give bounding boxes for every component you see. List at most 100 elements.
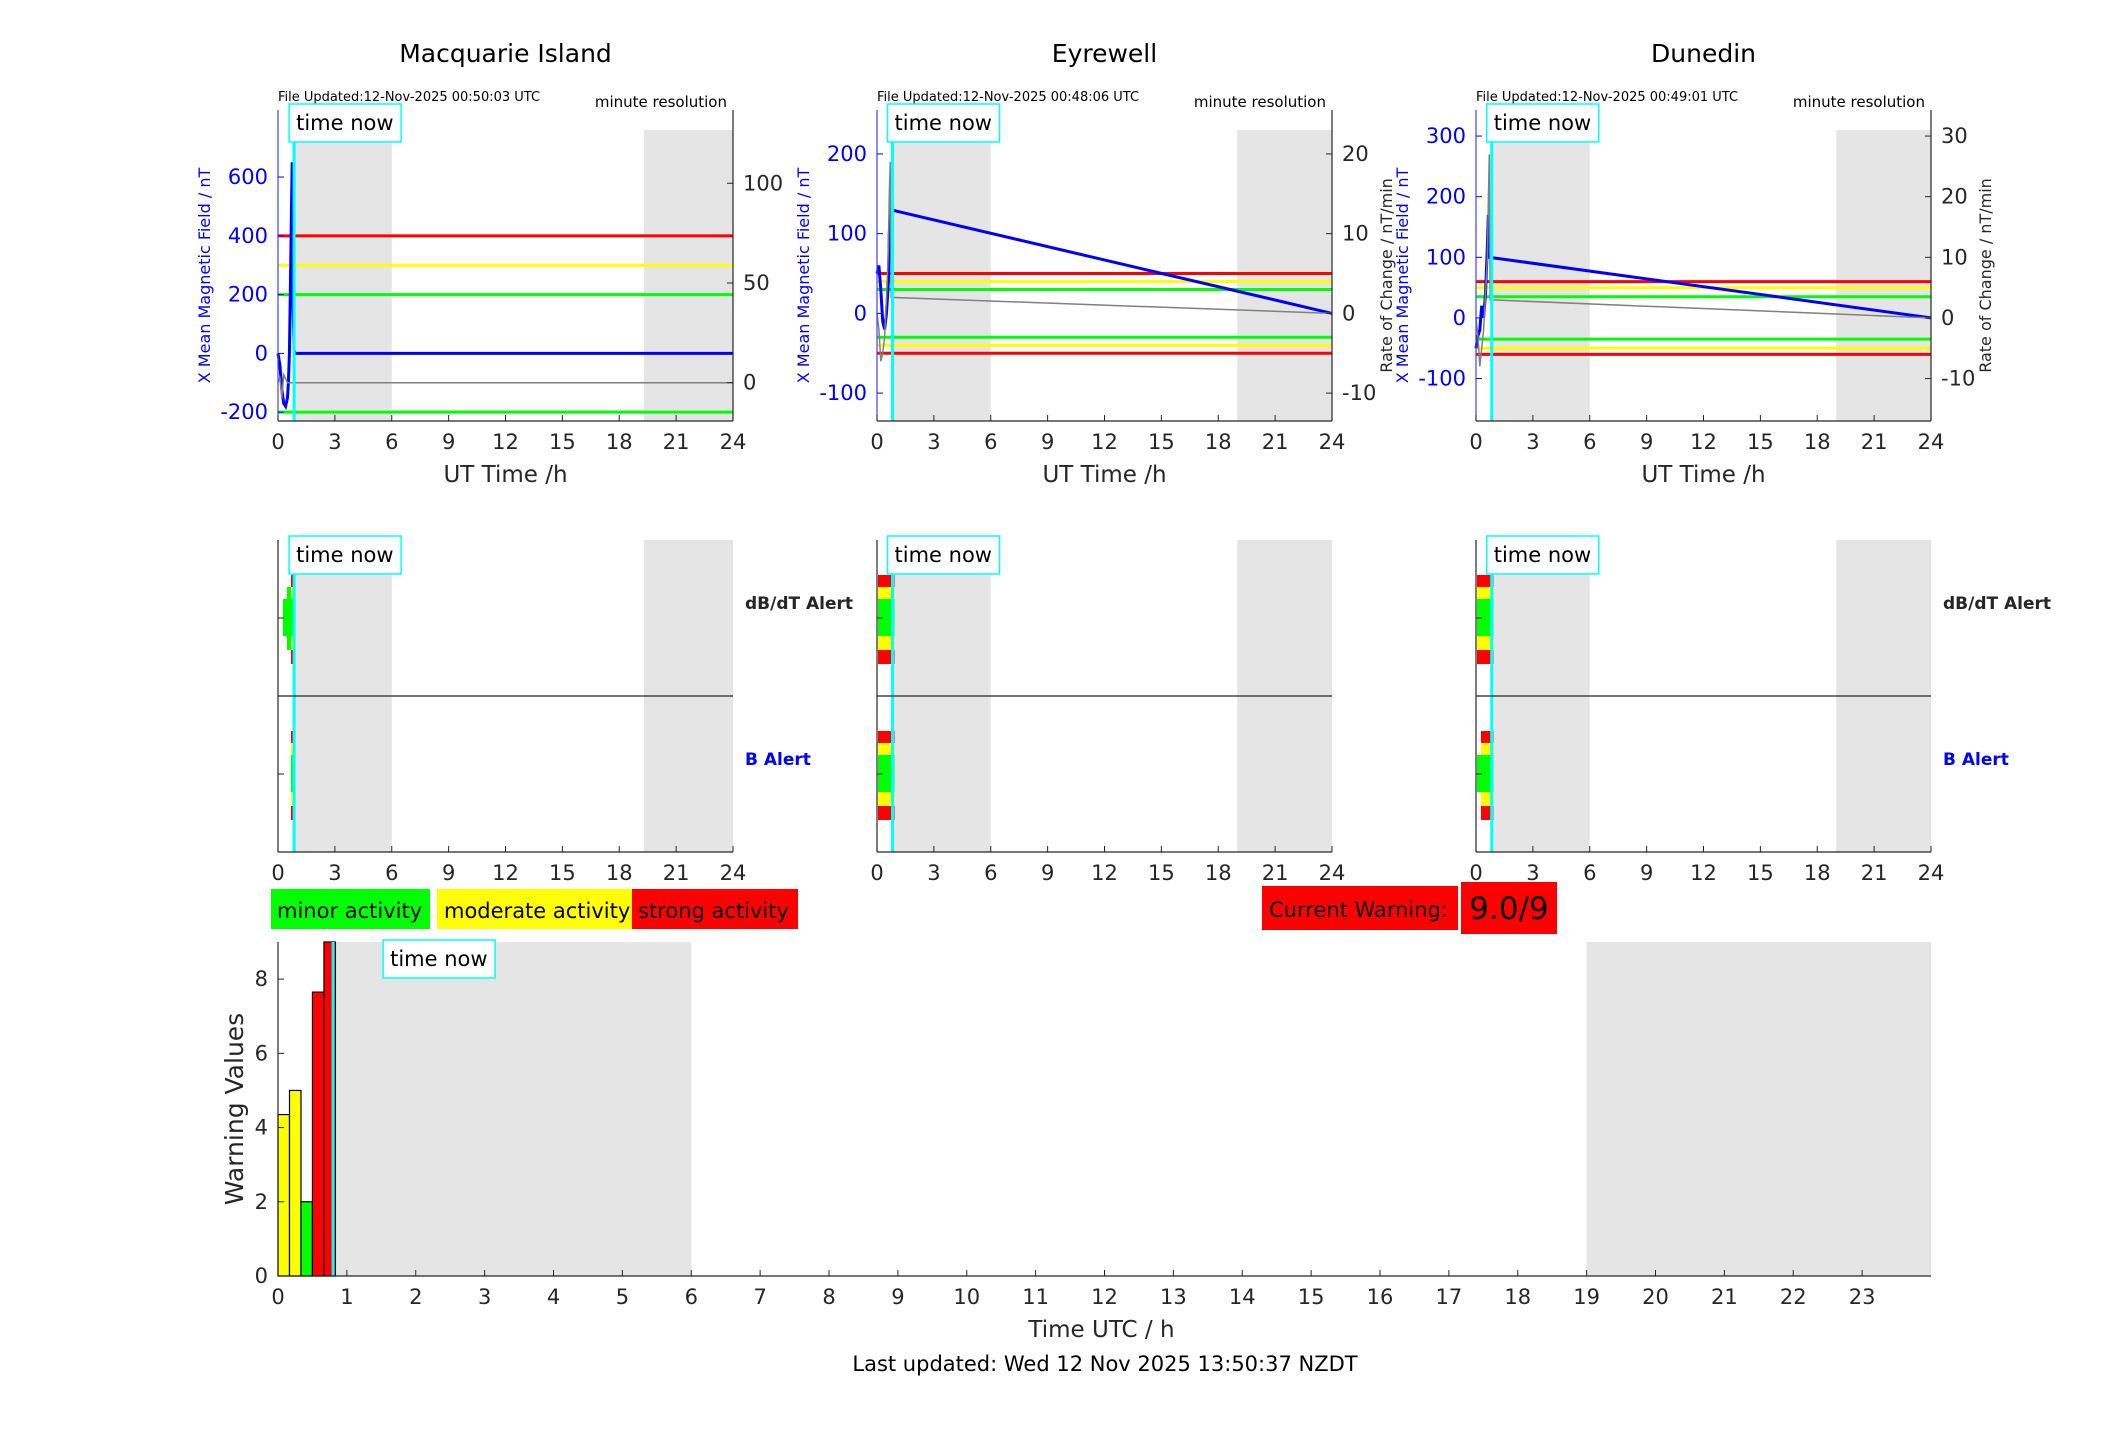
alert-cell [886,792,891,806]
warning-bar [288,1089,302,1277]
current-warning-value: 9.0/9 [1469,891,1548,927]
alert-cell [1485,650,1490,664]
alert-cell [886,636,891,650]
x-tick-label: 12 [492,430,519,454]
alert-cell [1481,792,1486,806]
y-tick-label: 6 [255,1041,268,1065]
time-now-label: time now [1494,543,1591,567]
alert-cell [882,792,887,806]
x-tick-label: 9 [1041,430,1054,454]
x-tick-label: 12 [1690,861,1717,885]
x-tick-label: 1 [340,1285,353,1309]
y-right-tick-label: 20 [1941,185,1968,209]
y-left-tick-label: 600 [228,165,268,189]
x-tick-label: 15 [1298,1285,1325,1309]
alert-cell [1481,587,1486,599]
dbdt-alert-label: dB/dT Alert [745,594,853,614]
rate-series-line [1475,154,1932,367]
x-tick-label: 9 [1640,430,1653,454]
x-tick-label: 18 [1205,430,1232,454]
b-alert-label: B Alert [1943,750,2009,770]
alert-cell [283,599,288,636]
alert-cell [882,636,887,650]
x-tick-label: 24 [1319,430,1346,454]
file-updated-text: File Updated:12-Nov-2025 00:49:01 UTC [1476,90,1738,105]
x-tick-label: 11 [1022,1285,1049,1309]
time-now-box [382,939,496,979]
alert-cell [878,806,883,820]
night-shade [1237,130,1332,421]
x-axis-label: UT Time /h [1641,462,1765,488]
y-left-tick-label: 400 [228,224,268,248]
alert-cell [886,575,891,587]
alert-cell [1485,636,1490,650]
warning-bar [277,1113,291,1277]
alert-cell [882,743,887,755]
x-tick-label: 6 [1583,861,1596,885]
x-tick-label: 2 [409,1285,422,1309]
panel-title: Dunedin [1651,39,1756,68]
x-tick-label: 3 [328,861,341,885]
alert-cell [1485,587,1490,599]
alert-cell [1481,575,1486,587]
x-tick-label: 3 [478,1285,491,1309]
x-tick-label: 15 [1747,430,1774,454]
y-tick-label: 4 [255,1116,268,1140]
x-tick-label: 3 [1526,430,1539,454]
x-tick-label: 0 [1469,430,1482,454]
y-right-tick-label: -10 [1342,381,1376,405]
y-right-axis-label: Rate of Change / nT/min [1377,178,1396,373]
dbdt-alert-label: dB/dT Alert [1943,594,2051,614]
x-tick-label: 0 [870,430,883,454]
alert-panel-1: 0 3 6 9 12 15 18 21 24 [870,540,1345,885]
current-warning-label: Current Warning: [1269,898,1448,922]
x-tick-label: 19 [1573,1285,1600,1309]
y-tick-label: 8 [255,967,268,991]
x-tick-label: 20 [1642,1285,1669,1309]
x-tick-label: 9 [891,1285,904,1309]
alert-cell [882,731,887,743]
resolution-text: minute resolution [1194,93,1326,111]
x-tick-label: 12 [1091,861,1118,885]
x-axis-label: UT Time /h [443,462,567,488]
legend-strong-label: strong activity [638,899,789,923]
alert-cell [1481,636,1486,650]
x-tick-label: 0 [1469,861,1482,885]
x-tick-label: 3 [927,430,940,454]
x-tick-label: 21 [663,861,690,885]
y-right-tick-label: -10 [1941,367,1975,391]
y-left-tick-label: -200 [220,400,268,424]
alert-panel-2: 0 3 6 9 12 15 18 21 24 dB/dT Alert B Alert [1469,540,2051,885]
alert-cell [882,599,887,636]
legend-moderate-label: moderate activity [444,899,630,923]
y-left-tick-label: 300 [1426,124,1466,148]
x-tick-label: 14 [1229,1285,1256,1309]
y-left-tick-label: -100 [1418,367,1466,391]
x-tick-label: 3 [927,861,940,885]
alert-cell [886,743,891,755]
alert-cell [1481,599,1486,636]
alert-cell [882,806,887,820]
y-right-tick-label: 30 [1941,124,1968,148]
alert-cell [882,575,887,587]
x-tick-label: 18 [606,861,633,885]
alert-cell [1485,792,1490,806]
x-tick-label: 24 [720,430,747,454]
time-now-box [288,535,402,575]
file-updated-text: File Updated:12-Nov-2025 00:48:06 UTC [877,90,1139,105]
alert-cell [1481,806,1486,820]
x-tick-label: 21 [1262,430,1289,454]
warning-bar [300,1201,314,1277]
alert-cell [1481,650,1486,664]
y-tick-label: 0 [255,1264,268,1288]
alert-cell [886,650,891,664]
x-tick-label: 16 [1367,1285,1394,1309]
alert-cell [878,575,883,587]
alert-panel-0: 0 3 6 9 12 15 18 21 24 dB/dT Alert B Alert [271,540,853,885]
night-shade [643,130,733,421]
rate-series-line [277,371,733,399]
current-warning-label-box [1262,886,1458,930]
alert-cell [1477,587,1482,599]
x-tick-label: 18 [606,430,633,454]
